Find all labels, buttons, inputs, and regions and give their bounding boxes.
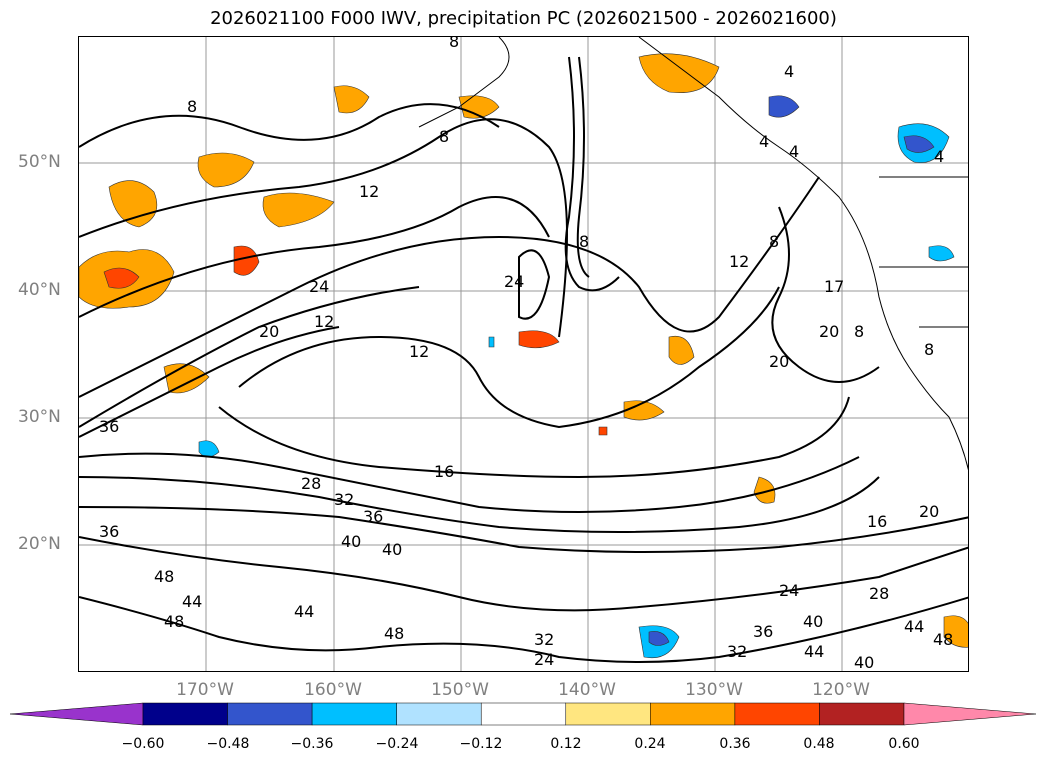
contour-label: 44 bbox=[804, 642, 824, 661]
lon-label-160w: 160°W bbox=[304, 680, 362, 700]
colorbar-segment bbox=[396, 702, 482, 726]
colorbar-tick: −0.12 bbox=[459, 736, 503, 752]
graticule bbox=[79, 37, 968, 671]
contour-label: 12 bbox=[729, 252, 749, 271]
lat-label-40n: 40°N bbox=[18, 280, 61, 300]
contour-label: 40 bbox=[803, 612, 823, 631]
colorbar-tick: 0.24 bbox=[634, 736, 666, 752]
contour-label: 12 bbox=[359, 182, 379, 201]
contour-label: 24 bbox=[504, 272, 524, 291]
colorbar-tick: 0.12 bbox=[550, 736, 582, 752]
contour-label: 40 bbox=[854, 653, 874, 672]
contour-label: 4 bbox=[934, 147, 944, 166]
precip-shading bbox=[79, 53, 968, 659]
colorbar-segment bbox=[734, 702, 820, 726]
contour-label: 4 bbox=[784, 62, 794, 81]
colorbar-segment bbox=[480, 702, 567, 726]
contour-label: 24 bbox=[779, 581, 799, 600]
colorbar-segment bbox=[819, 702, 905, 726]
contour-label: 16 bbox=[434, 462, 454, 481]
colorbar-extend-low bbox=[10, 702, 144, 726]
contour-label: 20 bbox=[919, 502, 939, 521]
contour-label: 20 bbox=[819, 322, 839, 341]
contour-label: 24 bbox=[534, 650, 554, 669]
colorbar-tick: −0.24 bbox=[375, 736, 419, 752]
contour-label: 8 bbox=[439, 127, 449, 146]
colorbar-segment bbox=[311, 702, 397, 726]
contour-label: 8 bbox=[579, 232, 589, 251]
contour-label: 36 bbox=[363, 507, 383, 526]
lon-label-170w: 170°W bbox=[176, 680, 234, 700]
contour-label: 8 bbox=[854, 322, 864, 341]
colorbar-segment bbox=[650, 702, 736, 726]
colorbar-tick: −0.48 bbox=[206, 736, 250, 752]
contour-label: 48 bbox=[933, 630, 953, 649]
contour-label: 20 bbox=[259, 322, 279, 341]
contour-label: 20 bbox=[769, 352, 789, 371]
contour-label: 48 bbox=[154, 567, 174, 586]
contour-label: 8 bbox=[769, 232, 779, 251]
contour-label: 12 bbox=[314, 312, 334, 331]
colorbar-tick: 0.36 bbox=[719, 736, 751, 752]
contour-label: 36 bbox=[753, 622, 773, 641]
contour-label: 8 bbox=[449, 37, 459, 51]
lat-label-20n: 20°N bbox=[18, 534, 61, 554]
contour-label: 48 bbox=[164, 612, 184, 631]
iwv-contours bbox=[79, 56, 968, 663]
lon-label-140w: 140°W bbox=[558, 680, 616, 700]
map-panel: 8 8 8 8 8 4 4 4 4 12 12 12 17 12 24 24 2… bbox=[78, 36, 969, 672]
contour-label: 32 bbox=[334, 490, 354, 509]
lon-label-130w: 130°W bbox=[685, 680, 743, 700]
contour-labels: 8 8 8 8 8 4 4 4 4 12 12 12 17 12 24 24 2… bbox=[99, 37, 953, 672]
contour-label: 32 bbox=[534, 630, 554, 649]
contour-label: 36 bbox=[99, 522, 119, 541]
lat-label-30n: 30°N bbox=[18, 407, 61, 427]
lat-label-50n: 50°N bbox=[18, 152, 61, 172]
colorbar-tick: 0.48 bbox=[803, 736, 835, 752]
lon-label-120w: 120°W bbox=[812, 680, 870, 700]
coastline bbox=[418, 37, 968, 471]
contour-label: 40 bbox=[341, 532, 361, 551]
contour-label: 40 bbox=[382, 540, 402, 559]
contour-label: 44 bbox=[294, 602, 314, 621]
contour-label: 44 bbox=[904, 617, 924, 636]
map-canvas: 8 8 8 8 8 4 4 4 4 12 12 12 17 12 24 24 2… bbox=[79, 37, 968, 672]
map-title: 2026021100 F000 IWV, precipitation PC (2… bbox=[210, 8, 837, 29]
contour-label: 8 bbox=[187, 97, 197, 116]
colorbar-segment bbox=[142, 702, 228, 726]
contour-label: 17 bbox=[824, 277, 844, 296]
contour-label: 16 bbox=[867, 512, 887, 531]
contour-label: 32 bbox=[727, 642, 747, 661]
colorbar bbox=[10, 702, 1037, 726]
contour-label: 48 bbox=[384, 624, 404, 643]
contour-label: 28 bbox=[301, 474, 321, 493]
colorbar-tick: 0.60 bbox=[888, 736, 920, 752]
colorbar-tick: −0.60 bbox=[121, 736, 165, 752]
contour-label: 28 bbox=[869, 584, 889, 603]
contour-label: 8 bbox=[924, 340, 934, 359]
contour-label: 36 bbox=[99, 417, 119, 436]
colorbar-segment bbox=[565, 702, 651, 726]
contour-label: 4 bbox=[759, 132, 769, 151]
contour-label: 12 bbox=[409, 342, 429, 361]
colorbar-segment bbox=[227, 702, 313, 726]
contour-label: 44 bbox=[182, 592, 202, 611]
colorbar-tick: −0.36 bbox=[290, 736, 334, 752]
lon-label-150w: 150°W bbox=[431, 680, 489, 700]
contour-label: 4 bbox=[789, 142, 799, 161]
contour-label: 24 bbox=[309, 277, 329, 296]
colorbar-extend-high bbox=[903, 702, 1037, 726]
